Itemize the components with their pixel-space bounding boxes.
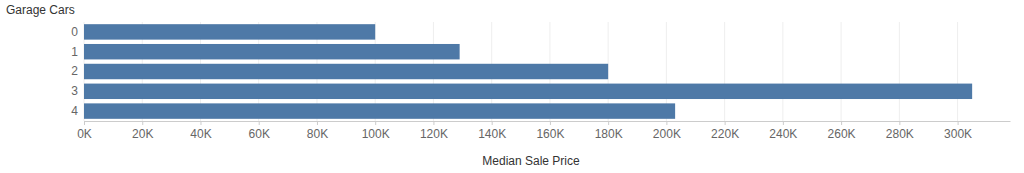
chart: 0K20K40K60K80K100K120K140K160K180K200K22…: [0, 0, 1024, 173]
tick: 20K: [132, 121, 153, 141]
tick-mark: [259, 121, 260, 125]
tick: 300K: [944, 121, 972, 141]
category-label: 3: [71, 84, 78, 98]
tick-label: 120K: [420, 127, 448, 141]
category-label: 2: [71, 64, 78, 78]
bars: [84, 24, 972, 119]
category-tick: 2: [71, 64, 84, 78]
tick: 120K: [420, 121, 448, 141]
grid-line: [957, 22, 958, 121]
tick-mark: [958, 121, 959, 125]
tick: 0K: [77, 121, 92, 141]
tick-label: 0K: [77, 127, 92, 141]
tick-mark: [200, 121, 201, 125]
tick-label: 280K: [886, 127, 914, 141]
tick: 280K: [886, 121, 914, 141]
grid-line: [782, 22, 783, 121]
tick: 200K: [653, 121, 681, 141]
grid-line: [841, 22, 842, 121]
tick-label: 200K: [653, 127, 681, 141]
tick-mark: [841, 121, 842, 125]
category-tick: 3: [71, 84, 84, 98]
tick-mark: [725, 121, 726, 125]
bar: [84, 103, 675, 118]
category-tick: 0: [71, 25, 84, 39]
tick-mark: [666, 121, 667, 125]
tick: 60K: [249, 121, 270, 141]
tick-label: 220K: [711, 127, 739, 141]
tick-mark: [492, 121, 493, 125]
tick: 180K: [595, 121, 623, 141]
bar: [84, 44, 460, 59]
category-label: 4: [71, 104, 78, 118]
bar: [84, 64, 608, 79]
tick: 260K: [828, 121, 856, 141]
tick: 100K: [362, 121, 390, 141]
tick-label: 260K: [828, 127, 856, 141]
tick-mark: [783, 121, 784, 125]
x-axis-title: Median Sale Price: [482, 154, 580, 168]
tick: 140K: [478, 121, 506, 141]
tick-label: 300K: [944, 127, 972, 141]
tick-label: 240K: [769, 127, 797, 141]
tick-label: 140K: [478, 127, 506, 141]
tick-label: 100K: [362, 127, 390, 141]
tick: 80K: [307, 121, 328, 141]
tick: 240K: [769, 121, 797, 141]
tick: 220K: [711, 121, 739, 141]
tick-mark: [142, 121, 143, 125]
grid-line: [724, 22, 725, 121]
tick-label: 40K: [190, 127, 211, 141]
tick-mark: [317, 121, 318, 125]
category-tick: 1: [71, 45, 84, 59]
tick-label: 180K: [595, 127, 623, 141]
grid-line: [899, 22, 900, 121]
bar: [84, 84, 972, 99]
category-label: 1: [71, 45, 78, 59]
bar: [84, 24, 375, 39]
tick-mark: [84, 121, 85, 125]
plot: 0K20K40K60K80K100K120K140K160K180K200K22…: [71, 22, 1010, 141]
tick-label: 60K: [249, 127, 270, 141]
tick-mark: [608, 121, 609, 125]
axis-line: [85, 121, 1011, 122]
category-label: 0: [71, 25, 78, 39]
y-axis-title: Garage Cars: [6, 3, 75, 17]
tick: 160K: [536, 121, 564, 141]
tick-mark: [550, 121, 551, 125]
y-axis: 0 1 2 3 4: [71, 25, 84, 118]
tick-mark: [375, 121, 376, 125]
tick-mark: [433, 121, 434, 125]
tick: 40K: [190, 121, 211, 141]
grid: [84, 22, 958, 121]
tick-label: 20K: [132, 127, 153, 141]
tick-label: 80K: [307, 127, 328, 141]
category-tick: 4: [71, 104, 84, 118]
x-axis: 0K 20K 40K 60K 80K 100K 120K 140K 160K 180K 200K 22…: [77, 121, 1010, 141]
tick-label: 160K: [536, 127, 564, 141]
tick-mark: [899, 121, 900, 125]
